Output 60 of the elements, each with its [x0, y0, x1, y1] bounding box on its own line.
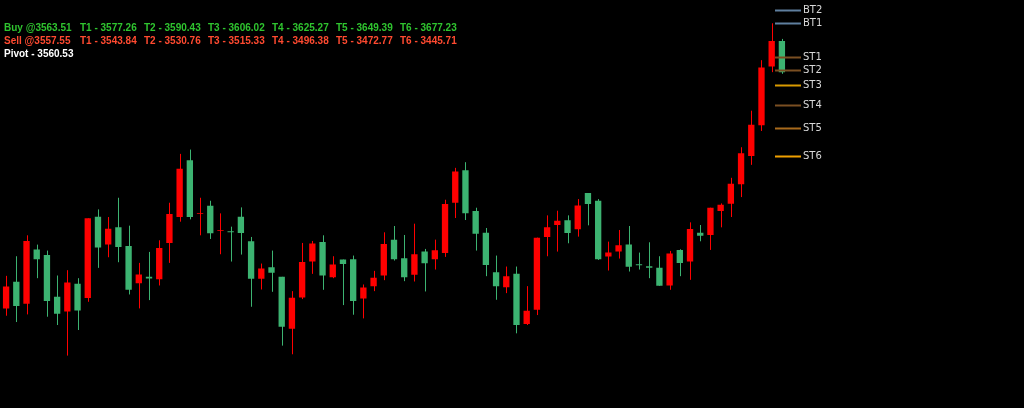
candlestick — [309, 240, 316, 275]
candlestick — [145, 251, 153, 301]
candlestick — [237, 206, 245, 256]
candlestick — [615, 229, 622, 260]
annotation: T1 - 3543.84 — [80, 35, 137, 46]
candlestick — [196, 197, 204, 236]
ref-line-label: BT1 — [803, 17, 823, 29]
annotation: T2 - 3590.43 — [144, 22, 201, 33]
candlestick — [401, 234, 408, 282]
ref-line-label: BT2 — [803, 4, 823, 16]
ref-line-label: ST1 — [803, 51, 822, 63]
candlestick — [646, 241, 653, 279]
candlestick — [574, 198, 581, 238]
ref-line-label: ST4 — [803, 99, 822, 111]
candlestick — [656, 255, 663, 287]
annotation: T3 - 3515.33 — [208, 35, 265, 46]
candlestick — [370, 270, 377, 292]
annotation: T5 - 3472.77 — [336, 35, 393, 46]
candlestick — [329, 255, 336, 279]
ref-line-label: ST2 — [803, 64, 822, 76]
candlestick — [676, 248, 683, 277]
annotation: Sell @3557.55 — [4, 35, 71, 46]
annotation: T2 - 3530.76 — [144, 35, 201, 46]
ref-line-label: ST5 — [803, 122, 822, 134]
candlestick — [53, 275, 61, 326]
candlestick — [605, 241, 612, 272]
candlestick — [217, 212, 224, 255]
candlestick — [492, 255, 500, 301]
annotation: T1 - 3577.26 — [80, 22, 137, 33]
annotation: T5 - 3649.39 — [336, 22, 393, 33]
ref-line-label: ST3 — [803, 79, 822, 91]
candlestick — [584, 192, 592, 226]
candlestick — [115, 197, 122, 263]
candlestick — [421, 248, 428, 292]
candlestick — [717, 202, 724, 228]
annotation: T4 - 3625.27 — [272, 22, 329, 33]
candlestick — [360, 283, 367, 319]
candlestick — [411, 223, 418, 282]
candlestick — [503, 266, 510, 294]
annotation: T6 - 3445.71 — [400, 35, 457, 46]
candlestick — [227, 226, 234, 263]
annotation: T4 - 3496.38 — [272, 35, 329, 46]
ref-line-label: ST6 — [803, 150, 822, 162]
annotation: Buy @3563.51 — [4, 22, 72, 33]
candlestick — [390, 225, 398, 262]
candlestick — [523, 285, 530, 326]
annotation: Pivot - 3560.53 — [4, 48, 74, 59]
candlestick — [625, 225, 632, 273]
candlestick — [268, 250, 275, 293]
candlestick — [258, 263, 265, 290]
candlestick — [543, 214, 551, 257]
candlestick — [2, 275, 10, 317]
candlestick — [564, 214, 571, 244]
candlestick — [635, 252, 643, 271]
annotation: T3 - 3606.02 — [208, 22, 265, 33]
candlestick — [105, 216, 112, 258]
candlestick — [727, 177, 735, 218]
annotation: T6 - 3677.23 — [400, 22, 457, 33]
candlestick — [431, 239, 438, 271]
candlestick — [472, 207, 479, 252]
